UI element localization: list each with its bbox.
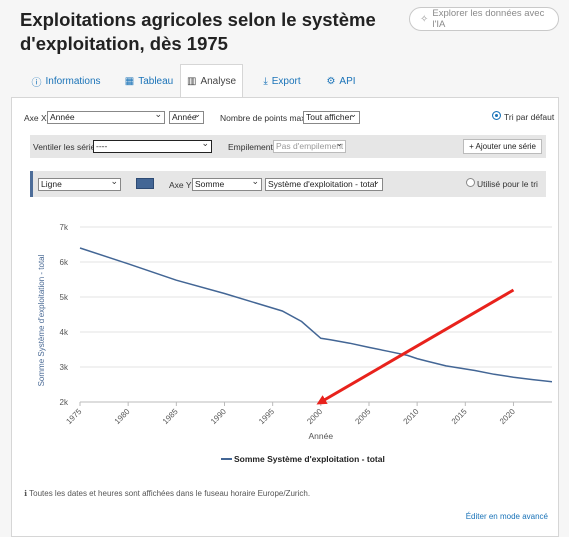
tab-label: API	[339, 75, 356, 87]
x-tick-label: 1980	[113, 407, 132, 426]
max-points-select[interactable]: Tout afficher	[303, 109, 360, 124]
timezone-text: Toutes les dates et heures sont affichée…	[29, 489, 311, 498]
tab-tableau[interactable]: ▦ Tableau	[114, 64, 184, 98]
series-config-bar: Ligne Axe Y Somme Système d'exploitation…	[30, 171, 546, 197]
explore-ai-button[interactable]: ✧ Explorer les données avec l'IA	[409, 7, 559, 31]
max-points-label: Nombre de points max.	[220, 113, 308, 123]
y-tick-label: 4k	[60, 328, 69, 337]
y-tick-label: 2k	[60, 398, 69, 407]
split-series-label: Ventiler les séries	[33, 142, 100, 152]
tab-label: Analyse	[200, 75, 237, 87]
sparkle-icon: ✧	[420, 13, 429, 25]
gears-icon: ⚙	[326, 75, 336, 87]
tab-api[interactable]: ⚙ API	[316, 64, 366, 98]
x-tick-label: 1990	[209, 407, 228, 426]
split-series-bar: Ventiler les séries ---- Empilement Pas …	[30, 135, 546, 158]
download-icon: ⤓	[263, 75, 268, 87]
stacking-select[interactable]: Pas d'empilement	[273, 138, 346, 153]
line-chart: 2k 3k 4k 5k 6k 7k 1975 1980 1985 1990 1995 2000 200…	[37, 223, 553, 464]
info-icon: ⓘ	[31, 77, 42, 89]
legend-label: Somme Système d'exploitation - total	[234, 454, 385, 464]
y-aggregate-select[interactable]: Somme	[192, 176, 262, 191]
explore-ai-label: Explorer les données avec l'IA	[432, 8, 545, 30]
y-tick-label: 5k	[60, 293, 69, 302]
use-for-sort-radio[interactable]	[466, 178, 475, 187]
x-tick-label: 2010	[402, 407, 421, 426]
tab-analyse[interactable]: ▥ Analyse	[180, 64, 243, 98]
chart-area: 2k 3k 4k 5k 6k 7k 1975 1980 1985 1990 1995 2000 200…	[30, 220, 553, 477]
y-axis-label: Axe Y	[169, 180, 192, 190]
y-tick-label: 6k	[60, 258, 69, 267]
x-tick-label: 1995	[257, 407, 276, 426]
series-type-select[interactable]: Ligne	[38, 176, 121, 191]
x-axis-unit-select[interactable]: Année	[169, 109, 204, 124]
x-tick-label: 2005	[353, 407, 372, 426]
legend[interactable]: Somme Système d'exploitation - total	[221, 454, 385, 464]
add-series-button[interactable]: + Ajouter une série	[463, 139, 542, 154]
split-series-select[interactable]: ----	[93, 138, 212, 153]
advanced-edit-link[interactable]: Éditer en mode avancé	[465, 512, 548, 521]
page-title: Exploitations agricoles selon le système…	[20, 9, 376, 54]
tab-export[interactable]: ⤓ Export	[252, 64, 312, 98]
x-axis-label: Axe X	[24, 113, 47, 123]
series-line	[79, 247, 553, 383]
stacking-label: Empilement	[228, 142, 273, 152]
x-tick-label: 2020	[498, 407, 517, 426]
timezone-note: ℹ Toutes les dates et heures sont affich…	[24, 489, 310, 498]
tab-label: Informations	[45, 75, 101, 87]
y-tick-label: 7k	[60, 223, 69, 232]
y-field-select[interactable]: Système d'exploitation - total	[265, 176, 383, 191]
red-arrow-annotation	[316, 288, 515, 405]
table-icon: ▦	[124, 75, 135, 87]
analysis-panel: Axe X Année Année Nombre de points max. …	[11, 97, 559, 537]
y-tick-label: 3k	[60, 363, 69, 372]
tab-label: Export	[271, 75, 301, 87]
tab-label: Tableau	[138, 75, 174, 87]
bar-chart-icon: ▥	[186, 75, 197, 87]
info-small-icon: ℹ	[24, 489, 28, 498]
x-tick-label: 1985	[161, 407, 180, 426]
use-for-sort-label: Utilisé pour le tri	[477, 179, 538, 189]
x-tick-label: 2000	[305, 407, 324, 426]
x-axis-title: Année	[309, 431, 334, 441]
x-tick-label: 2015	[450, 407, 469, 426]
default-sort-radio[interactable]	[492, 111, 501, 120]
x-axis-select[interactable]: Année	[47, 109, 165, 124]
default-sort-label: Tri par défaut	[504, 112, 555, 122]
series-color-swatch[interactable]	[136, 178, 154, 189]
y-axis-title: Somme Système d'exploitation - total	[37, 254, 46, 386]
x-tick-label: 1975	[64, 407, 83, 426]
tab-informations[interactable]: ⓘ Informations	[18, 64, 114, 98]
